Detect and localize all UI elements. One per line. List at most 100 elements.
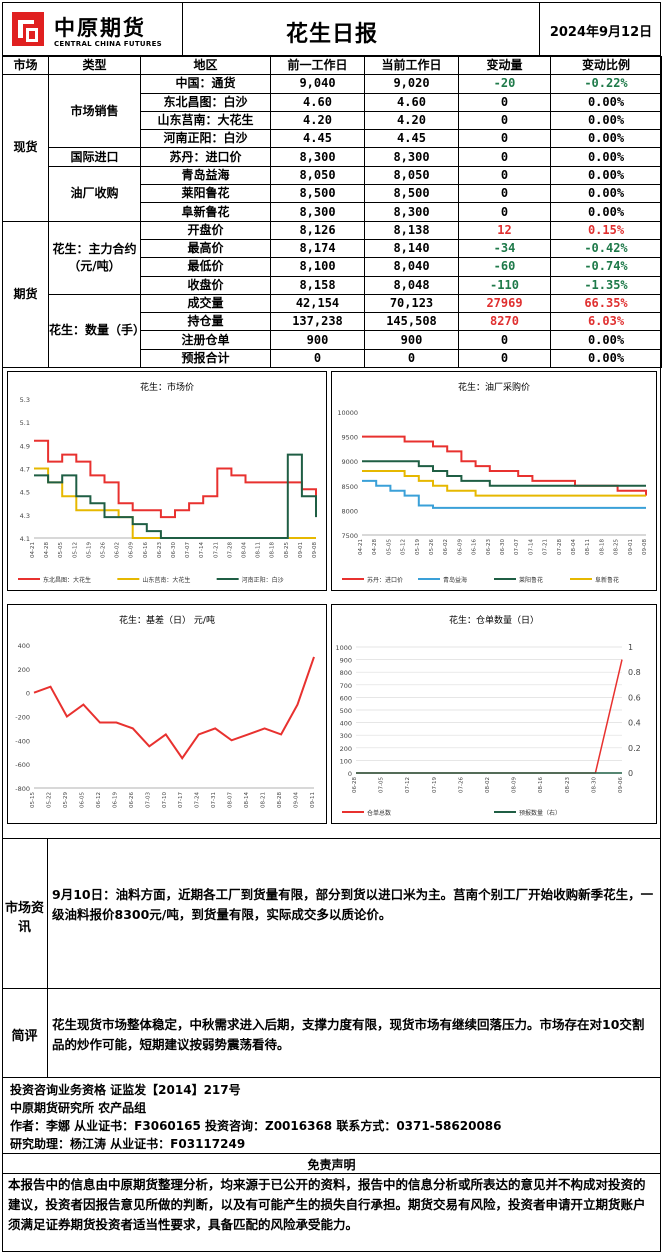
x-tick-label: 05-19 xyxy=(86,542,92,558)
x-tick-label: 06-02 xyxy=(115,542,121,558)
region-cell: 注册仓单 xyxy=(140,330,271,350)
prev-cell: 900 xyxy=(270,330,365,350)
x-tick-label: 07-24 xyxy=(195,792,201,808)
region-cell: 持仓量 xyxy=(140,312,271,332)
table-row: 持仓量 137,238 145,508 8270 6.03% xyxy=(3,312,662,332)
column-header: 变动比例 xyxy=(550,55,662,76)
chart-title: 花生：基差（日） 元/吨 xyxy=(119,614,215,626)
department-line: 中原期货研究所 农产品组 xyxy=(10,1101,147,1115)
author-line: 作者：李娜 从业证书：F3060165 投资咨询：Z0016368 联系方式：0… xyxy=(10,1119,502,1133)
x-tick-label: 09-01 xyxy=(628,539,634,555)
change-pct-cell: -0.22% xyxy=(550,74,662,94)
x-tick-label: 08-11 xyxy=(256,542,262,558)
region-cell: 收盘价 xyxy=(140,275,271,295)
column-header: 市场 xyxy=(2,55,49,76)
market-info-label: 市场资讯 xyxy=(2,839,48,989)
y-tick-label: 0 xyxy=(348,770,352,778)
x-tick-label: 07-03 xyxy=(145,792,151,808)
x-tick-label: 04-28 xyxy=(44,542,50,558)
x-tick-label: 05-22 xyxy=(46,792,52,808)
legend-label: 仓单总数 xyxy=(367,809,391,817)
legend-label: 预报数量（右） xyxy=(519,809,561,817)
x-tick-label: 09-06 xyxy=(618,777,624,793)
x-tick-label: 09-11 xyxy=(310,792,316,808)
change-cell: 0 xyxy=(458,165,551,186)
curr-cell: 8,140 xyxy=(364,238,459,259)
y-tick-label: 200 xyxy=(340,745,352,753)
x-tick-label: 07-10 xyxy=(162,792,168,808)
change-cell: 12 xyxy=(458,220,551,240)
x-tick-label: 06-28 xyxy=(352,777,358,793)
x-tick-label: 06-09 xyxy=(457,539,463,555)
region-cell: 成交量 xyxy=(140,293,271,314)
y2-tick-label: 0.6 xyxy=(628,693,641,702)
y-tick-label: 400 xyxy=(340,720,352,728)
y-tick-label: 300 xyxy=(340,732,352,740)
table-row: 国际进口 苏丹：进口价 8,300 8,300 0 0.00% xyxy=(3,147,662,167)
x-tick-label: 05-26 xyxy=(101,542,107,558)
change-pct-cell: 0.00% xyxy=(550,129,662,149)
x-tick-label: 08-11 xyxy=(585,539,591,555)
legend-label: 东北昌图：大花生 xyxy=(43,576,91,584)
y-tick-label: 4.1 xyxy=(20,535,30,543)
prev-cell: 8,500 xyxy=(270,184,365,204)
table-row: 河南正阳：白沙 4.45 4.45 0 0.00% xyxy=(3,129,662,149)
y-tick-label: 7500 xyxy=(341,532,358,540)
region-cell: 东北昌图：白沙 xyxy=(140,92,271,112)
x-tick-label: 07-21 xyxy=(213,542,219,558)
y-tick-label: 600 xyxy=(340,694,352,702)
x-tick-label: 05-29 xyxy=(63,792,69,808)
curr-cell: 145,508 xyxy=(364,312,459,332)
prev-cell: 8,100 xyxy=(270,257,365,277)
curr-cell: 4.20 xyxy=(364,110,459,131)
series-line xyxy=(362,470,646,497)
table-row: 期货 花生：主力合约（元/吨） 开盘价 8,126 8,138 12 0.15% xyxy=(2,220,662,369)
region-cell: 苏丹：进口价 xyxy=(140,147,271,167)
comment-text: 花生现货市场整体稳定，中秋需求进入后期，支撑力度有限，现货市场有继续回落压力。市… xyxy=(52,1017,645,1052)
legend-label: 河南正阳：白沙 xyxy=(242,576,284,584)
y-tick-label: 4.5 xyxy=(20,489,30,497)
legend-label: 青岛益海 xyxy=(443,576,467,584)
prev-cell: 4.45 xyxy=(270,129,365,149)
disclaimer-title: 免责声明 xyxy=(307,1158,356,1172)
x-tick-label: 05-05 xyxy=(58,542,64,558)
change-cell: -110 xyxy=(458,275,551,295)
x-tick-label: 05-05 xyxy=(386,539,392,555)
report-date: 2024年9月12日 xyxy=(549,25,653,40)
change-cell: 0 xyxy=(458,129,551,149)
curr-cell: 8,300 xyxy=(364,202,459,222)
x-tick-label: 06-05 xyxy=(79,792,85,808)
x-tick-label: 08-16 xyxy=(538,777,544,793)
x-tick-label: 06-12 xyxy=(96,792,102,808)
y-tick-label: 800 xyxy=(340,669,352,677)
x-tick-label: 08-18 xyxy=(270,542,276,558)
column-header: 变动量 xyxy=(458,55,551,76)
y-tick-label: 100 xyxy=(340,757,352,765)
market-price-chart: 花生：市场价 5.3 5.1 4.9 4.7 4.5 4.3 4.1 04-21 04-28 05-… xyxy=(7,371,327,591)
region-cell: 阜新鲁花 xyxy=(140,202,271,222)
change-pct-cell: -0.42% xyxy=(550,238,662,259)
curr-cell: 8,040 xyxy=(364,257,459,277)
prev-cell: 137,238 xyxy=(270,312,365,332)
x-tick-label: 08-18 xyxy=(599,539,605,555)
curr-cell: 9,020 xyxy=(364,74,459,94)
y-tick-label: -200 xyxy=(15,714,30,722)
prev-cell: 4.60 xyxy=(270,92,365,112)
x-tick-label: 09-01 xyxy=(298,542,304,558)
change-pct-cell: 0.00% xyxy=(550,165,662,186)
table-row: 花生：数量（手） 成交量 42,154 70,123 27969 66.35% xyxy=(3,293,662,369)
y-tick-label: 0 xyxy=(26,690,30,698)
disclaimer-divider xyxy=(2,1173,661,1174)
market-info-section: 市场资讯 9月10日：油料方面，近期各工厂到货量有限，部分到货以进口米为主。莒南… xyxy=(2,838,661,989)
table-row: 收盘价 8,158 8,048 -110 -1.35% xyxy=(3,275,662,295)
y-tick-label: -600 xyxy=(15,761,30,769)
change-cell: 8270 xyxy=(458,312,551,332)
region-cell: 最高价 xyxy=(140,238,271,259)
prev-cell: 8,300 xyxy=(270,147,365,167)
x-tick-label: 06-30 xyxy=(171,542,177,558)
x-tick-label: 05-15 xyxy=(30,792,36,808)
x-tick-label: 06-30 xyxy=(500,539,506,555)
region-cell: 预报合计 xyxy=(140,348,271,369)
x-tick-label: 08-02 xyxy=(485,777,491,793)
